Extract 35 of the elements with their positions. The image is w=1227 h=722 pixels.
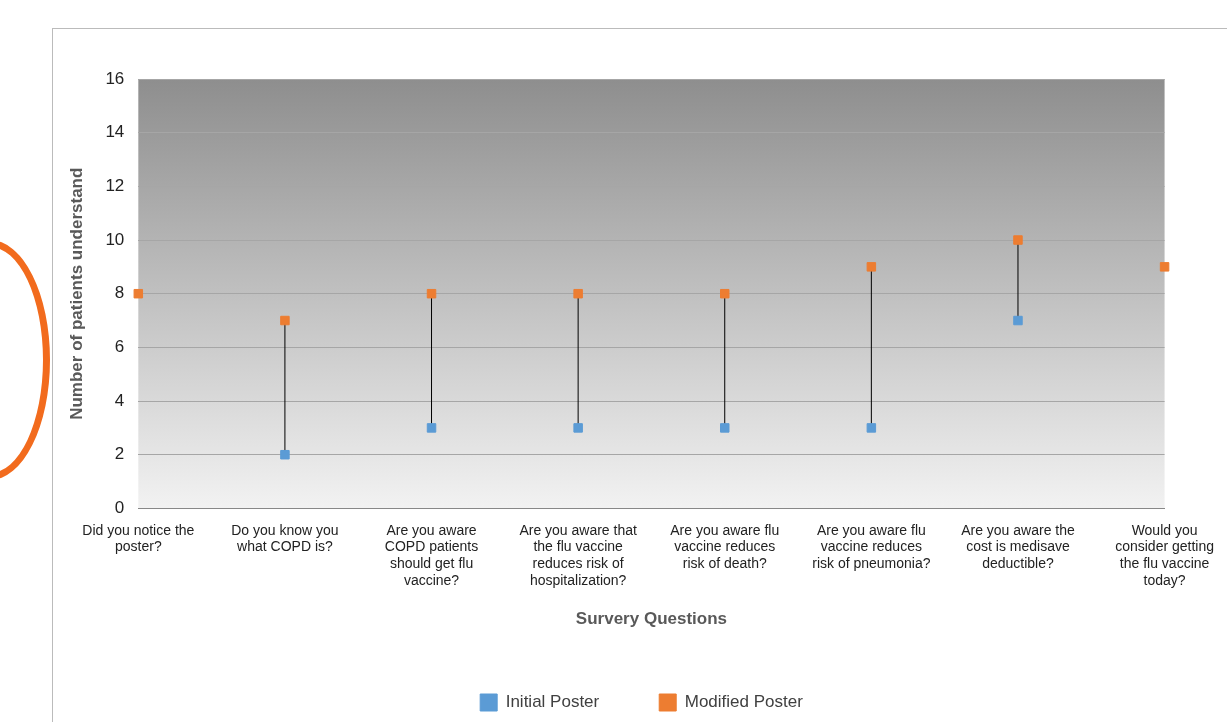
x-tick-label: Are you aware the cost is medisave deductible? xyxy=(961,521,1075,572)
point xyxy=(866,262,877,272)
y-tick-label: 10 xyxy=(105,229,125,249)
point xyxy=(133,288,144,299)
point xyxy=(280,449,290,460)
y-axis-title: Number of patients understand xyxy=(66,167,86,420)
y-tick-label: 4 xyxy=(114,390,125,410)
point xyxy=(720,288,730,299)
x-tick-label: Did you notice the poster? xyxy=(82,521,195,555)
point xyxy=(720,423,730,433)
point xyxy=(426,288,437,299)
point xyxy=(573,288,583,299)
y-tick-label: 12 xyxy=(105,176,125,196)
x-tick-label: Are you aware COPD patients should get flu vaccine? xyxy=(384,521,479,589)
legend-label: Initial Poster xyxy=(505,692,600,712)
x-tick-label: Are you aware that the flu vaccine reduces risk of hospitalization? xyxy=(519,521,637,589)
y-tick-label: 2 xyxy=(114,444,125,464)
y-tick-label: 16 xyxy=(105,68,125,88)
x-tick-label: Are you aware flu vaccine reduces risk of pneumonia? xyxy=(812,521,931,572)
legend-label: Modified Poster xyxy=(684,692,804,712)
y-tick-label: 14 xyxy=(105,122,125,142)
x-tick-label: Would you consider getting the flu vaccine today? xyxy=(1115,521,1214,589)
y-tick-label: 6 xyxy=(114,337,125,357)
point xyxy=(866,423,877,433)
x-tick-label: Do you know you what COPD is? xyxy=(231,521,339,555)
x-tick-label: Are you aware flu vaccine reduces risk of death? xyxy=(670,521,780,572)
point xyxy=(280,315,290,326)
point xyxy=(1159,262,1170,272)
point xyxy=(1013,315,1023,326)
y-tick-label: 0 xyxy=(114,498,125,518)
point xyxy=(573,423,583,433)
point xyxy=(1013,235,1023,245)
point xyxy=(426,423,437,433)
y-tick-label: 8 xyxy=(114,283,125,303)
x-axis-title: Survery Questions xyxy=(575,609,728,629)
